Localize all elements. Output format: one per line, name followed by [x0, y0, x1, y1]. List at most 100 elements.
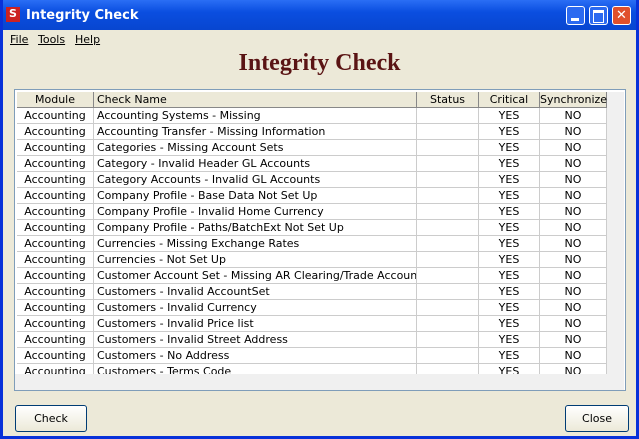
status-cell: [417, 236, 479, 252]
table-cell: NO: [540, 316, 607, 332]
table-cell: Customers - Invalid Street Address: [94, 332, 417, 348]
table-cell: Currencies - Not Set Up: [94, 252, 417, 268]
status-cell: [417, 108, 479, 124]
table-cell: Accounting: [17, 124, 94, 140]
status-cell: [417, 300, 479, 316]
table-cell: YES: [479, 332, 540, 348]
column-header[interactable]: Synchronize: [540, 92, 608, 108]
status-cell: [417, 364, 479, 374]
close-window-button[interactable]: ✕: [612, 6, 631, 25]
table-cell: Accounting: [17, 140, 94, 156]
table-cell: NO: [540, 268, 607, 284]
status-cell: [417, 220, 479, 236]
table-cell: Accounting: [17, 108, 94, 124]
table-cell: NO: [540, 236, 607, 252]
table-cell: YES: [479, 316, 540, 332]
menu-item[interactable]: File: [10, 33, 29, 46]
horizontal-scrollbar[interactable]: [15, 374, 624, 390]
table-cell: YES: [479, 172, 540, 188]
table-body: Accounting Accounting Systems - Missing YE…: [15, 108, 607, 374]
column-header[interactable]: Check Name: [94, 92, 417, 108]
status-cell: [417, 140, 479, 156]
menu-item[interactable]: Help: [75, 33, 101, 46]
maximize-button[interactable]: [589, 6, 608, 25]
table-cell: YES: [479, 300, 540, 316]
table-cell: Accounting: [17, 332, 94, 348]
table-cell: Accounting: [17, 364, 94, 374]
table-cell: Customers - Invalid Currency: [94, 300, 417, 316]
table-cell: Customers - Terms Code: [94, 364, 417, 374]
table-cell: YES: [479, 284, 540, 300]
status-cell: [417, 252, 479, 268]
table-cell: Company Profile - Paths/BatchExt Not Set…: [94, 220, 417, 236]
table-cell: Company Profile - Invalid Home Currency: [94, 204, 417, 220]
table-cell: Accounting: [17, 252, 94, 268]
table-cell: Accounting Systems - Missing: [94, 108, 417, 124]
table-cell: YES: [479, 268, 540, 284]
table-cell: Accounting: [17, 268, 94, 284]
status-cell: [417, 332, 479, 348]
table-cell: NO: [540, 204, 607, 220]
table-cell: YES: [479, 108, 540, 124]
table-cell: Accounting: [17, 284, 94, 300]
table-cell: NO: [540, 124, 607, 140]
table-cell: NO: [540, 156, 607, 172]
table-cell: YES: [479, 252, 540, 268]
title-bar: S Integrity Check ✕: [3, 0, 636, 30]
heading: Integrity Check: [238, 50, 401, 76]
table-cell: YES: [479, 236, 540, 252]
table-cell: NO: [540, 284, 607, 300]
table-cell: Accounting: [17, 172, 94, 188]
table-cell: Accounting: [17, 156, 94, 172]
table-cell: NO: [540, 140, 607, 156]
table-cell: YES: [479, 348, 540, 364]
column-header[interactable]: Critical: [479, 92, 540, 108]
table-cell: Accounting: [17, 316, 94, 332]
table-cell: Accounting: [17, 220, 94, 236]
table-cell: Accounting: [17, 300, 94, 316]
status-cell: [417, 172, 479, 188]
status-cell: [417, 188, 479, 204]
status-cell: [417, 348, 479, 364]
table-cell: Accounting: [17, 204, 94, 220]
button[interactable]: Close: [565, 405, 629, 432]
table-cell: YES: [479, 204, 540, 220]
table: Accounting Accounting Systems - Missing YE…: [14, 89, 626, 391]
table-cell: Accounting: [17, 348, 94, 364]
minimize-button[interactable]: [566, 6, 585, 25]
table-cell: Currencies - Missing Exchange Rates: [94, 236, 417, 252]
table-cell: YES: [479, 140, 540, 156]
column-header[interactable]: Module: [17, 92, 94, 108]
table-cell: Accounting: [17, 188, 94, 204]
vertical-scrollbar[interactable]: [607, 92, 624, 374]
menu-item[interactable]: Tools: [38, 33, 66, 46]
table-cell: NO: [540, 300, 607, 316]
table-cell: YES: [479, 220, 540, 236]
table-cell: Company Profile - Base Data Not Set Up: [94, 188, 417, 204]
table-cell: NO: [540, 252, 607, 268]
table-cell: YES: [479, 188, 540, 204]
column-header[interactable]: Status: [417, 92, 479, 108]
table-cell: NO: [540, 172, 607, 188]
window-title: Integrity Check: [26, 8, 139, 23]
table-cell: Customers - No Address: [94, 348, 417, 364]
table-cell: NO: [540, 220, 607, 236]
table-cell: YES: [479, 364, 540, 374]
table-cell: Accounting Transfer - Missing Informatio…: [94, 124, 417, 140]
menu-bar: File Tools Help: [3, 30, 636, 47]
status-cell: [417, 156, 479, 172]
table-cell: Customer Account Set - Missing AR Cleari…: [94, 268, 417, 284]
status-cell: [417, 316, 479, 332]
table-cell: NO: [540, 108, 607, 124]
table-cell: NO: [540, 188, 607, 204]
table-cell: YES: [479, 124, 540, 140]
table-cell: Category Accounts - Invalid GL Accounts: [94, 172, 417, 188]
table-cell: Category - Invalid Header GL Accounts: [94, 156, 417, 172]
table-cell: Customers - Invalid AccountSet: [94, 284, 417, 300]
table-cell: YES: [479, 156, 540, 172]
status-cell: [417, 268, 479, 284]
table-cell: Customers - Invalid Price list: [94, 316, 417, 332]
table-cell: NO: [540, 332, 607, 348]
button[interactable]: Check: [15, 405, 87, 432]
